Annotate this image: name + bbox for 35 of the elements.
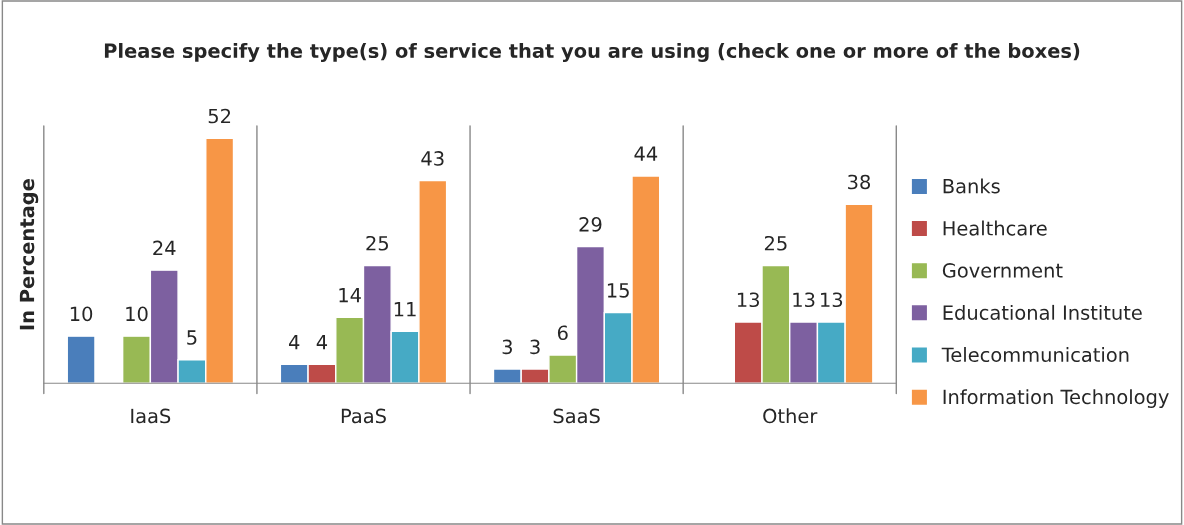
data-label: 24: [153, 240, 176, 256]
data-label: 4: [288, 335, 300, 350]
data-label: 3: [530, 339, 540, 355]
data-label: 29: [579, 217, 602, 232]
data-label: 25: [764, 235, 787, 251]
bar: [66, 335, 96, 384]
legend-label: Telecommunication: [941, 347, 1129, 363]
x-tick-label: IaaS: [131, 408, 171, 424]
data-label: 14: [339, 287, 361, 303]
legend-label: Healthcare: [943, 220, 1047, 236]
legend-label: Information Technology: [943, 389, 1169, 408]
data-label: 44: [634, 146, 658, 161]
y-axis-title: In Percentage: [19, 179, 39, 330]
data-label: 10: [126, 306, 148, 322]
data-label: 25: [366, 235, 389, 251]
data-label: 13: [793, 292, 815, 308]
data-label: 13: [737, 292, 759, 308]
data-label: 13: [821, 292, 843, 308]
x-tick-label: Other: [763, 408, 818, 424]
x-tick-label: SaaS: [553, 408, 600, 424]
chart-title: Please specify the type(s) of service that you are using (check one or more of the boxes): [104, 43, 1080, 62]
data-label: 6: [557, 325, 568, 341]
legend-label: Educational Institute: [943, 304, 1142, 320]
data-label: 11: [394, 302, 416, 317]
data-label: 38: [848, 174, 871, 190]
legend-label: Government: [942, 263, 1063, 278]
legend-label: Banks: [943, 178, 1000, 194]
data-label: 52: [208, 108, 231, 124]
data-label: 10: [70, 306, 93, 322]
data-label: 15: [607, 283, 629, 298]
data-label: 43: [421, 151, 444, 166]
data-label: 3: [502, 339, 512, 355]
data-label: 4: [316, 335, 328, 350]
data-label: 5: [187, 330, 197, 345]
x-tick-label: PaaS: [341, 408, 386, 424]
